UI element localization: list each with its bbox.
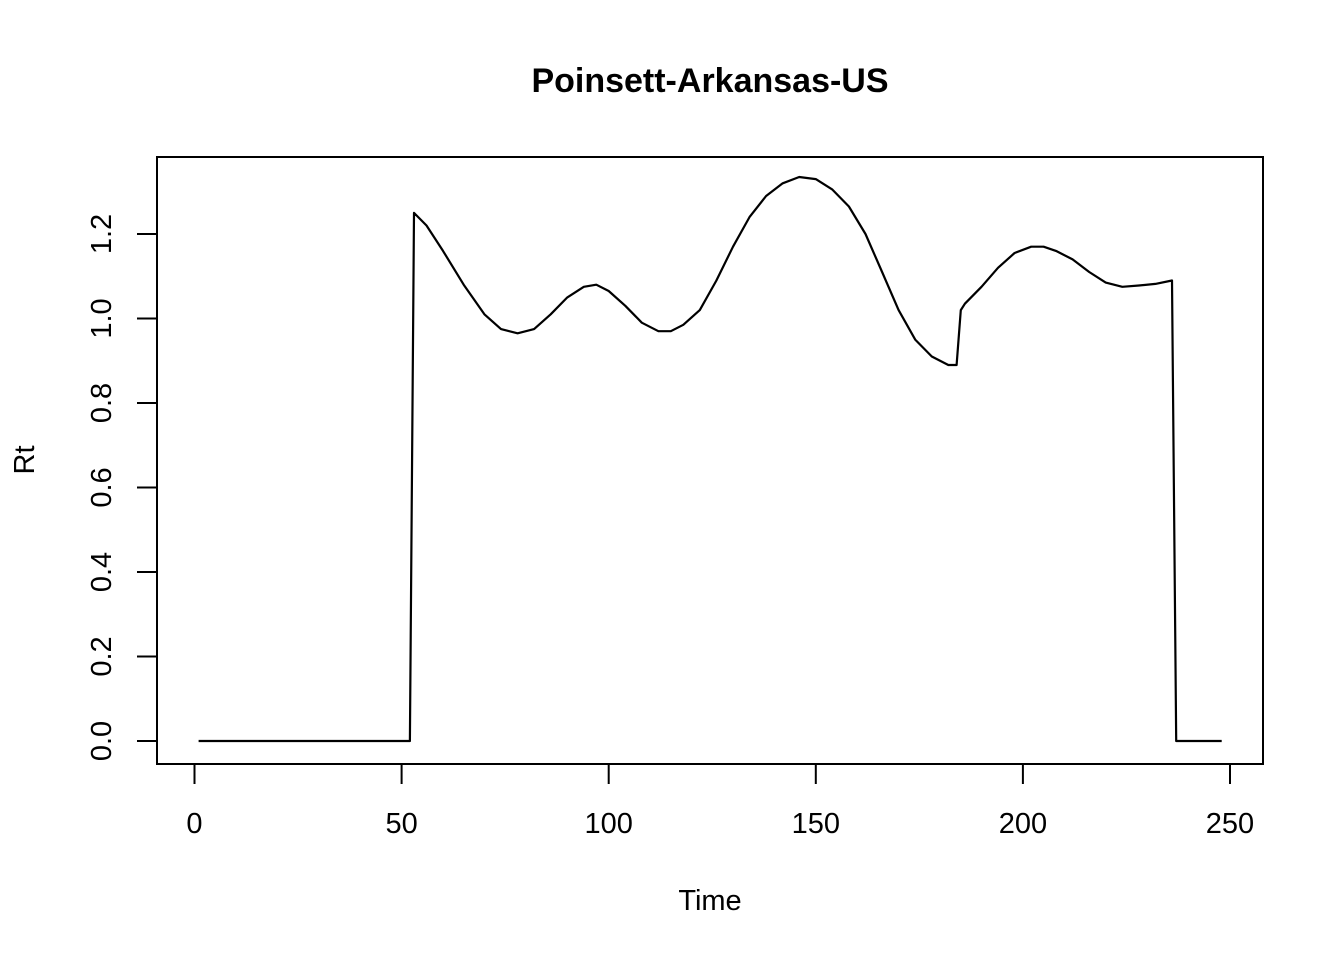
y-axis: 0.0 0.2 0.4 0.6 0.8 1.0 1.2 bbox=[86, 214, 158, 761]
plot-frame bbox=[156, 156, 1264, 765]
x-tick-label: 0 bbox=[186, 808, 202, 840]
series-line-rt bbox=[198, 175, 1222, 743]
y-tick-label: 1.2 bbox=[86, 214, 118, 254]
y-axis-label: Rt bbox=[9, 446, 41, 475]
chart-title: Poinsett-Arkansas-US bbox=[531, 62, 888, 100]
y-tick-label: 0.8 bbox=[86, 383, 118, 423]
series-layer bbox=[198, 175, 1222, 743]
y-tick-label: 0.4 bbox=[86, 552, 118, 592]
x-tick-label: 50 bbox=[385, 808, 417, 840]
x-tick-label: 100 bbox=[585, 808, 633, 840]
x-tick-label: 200 bbox=[999, 808, 1047, 840]
x-axis-label: Time bbox=[678, 885, 741, 917]
y-tick-label: 0.2 bbox=[86, 636, 118, 676]
y-tick-label: 1.0 bbox=[86, 298, 118, 338]
y-tick-label: 0.0 bbox=[86, 721, 118, 761]
x-axis: 0 50 100 150 200 250 bbox=[186, 763, 1254, 840]
y-tick-label: 0.6 bbox=[86, 467, 118, 507]
x-tick-label: 150 bbox=[792, 808, 840, 840]
x-tick-label: 250 bbox=[1206, 808, 1254, 840]
